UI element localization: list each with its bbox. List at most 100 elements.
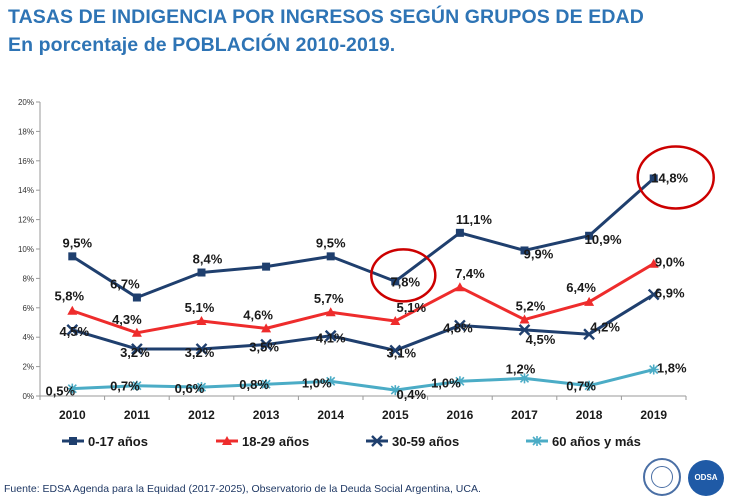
legend-label: 60 años y más — [552, 434, 641, 449]
data-label: 11,1% — [456, 212, 493, 227]
highlight-circle — [370, 248, 437, 303]
data-label: 7,8% — [390, 274, 420, 289]
y-tick-label: 14% — [18, 186, 34, 195]
legend-label: 18-29 años — [242, 434, 309, 449]
data-point — [131, 380, 142, 391]
data-point — [132, 293, 141, 302]
data-point — [324, 329, 337, 342]
data-point — [66, 324, 79, 336]
data-point — [68, 252, 77, 261]
data-point — [391, 277, 400, 286]
chart-title: TASAS DE INDIGENCIA POR INGRESOS SEGÚN G… — [8, 6, 644, 28]
data-label: 4,5% — [59, 324, 89, 339]
data-label: 0,4% — [396, 387, 426, 402]
data-label: 4,2% — [590, 319, 620, 334]
legend-label: 0-17 años — [88, 434, 148, 449]
x-tick-label: 2016 — [447, 408, 474, 422]
data-point — [519, 314, 530, 324]
x-tick-label: 2018 — [576, 408, 603, 422]
highlight-circle — [636, 145, 715, 210]
data-label: 9,5% — [62, 235, 92, 250]
data-label: 4,6% — [243, 307, 273, 322]
data-point — [390, 316, 401, 326]
y-tick-label: 20% — [18, 98, 34, 107]
x-tick-label: 2017 — [511, 408, 538, 422]
legend-label: 30-59 años — [392, 434, 459, 449]
data-point — [325, 307, 336, 317]
data-point — [648, 364, 659, 375]
legend-marker — [69, 437, 77, 445]
y-tick-label: 0% — [22, 392, 34, 401]
y-tick-label: 16% — [18, 157, 34, 166]
uca-seal-logo — [643, 458, 681, 496]
data-label: 5,1% — [396, 300, 426, 315]
data-label: 9,0% — [655, 255, 685, 270]
data-point — [261, 379, 272, 390]
data-point — [131, 343, 143, 355]
x-tick-label: 2019 — [640, 408, 667, 422]
data-label: 5,8% — [54, 289, 84, 304]
data-label: 0,5% — [45, 384, 75, 399]
y-tick-label: 12% — [18, 216, 34, 225]
data-label: 1,8% — [657, 361, 687, 376]
data-point — [584, 380, 595, 391]
data-label: 9,5% — [316, 235, 346, 250]
data-label: 14,8% — [651, 170, 688, 185]
x-tick-label: 2010 — [59, 408, 86, 422]
data-point — [260, 338, 272, 351]
data-label: 3,1% — [386, 345, 416, 360]
data-point — [131, 327, 142, 337]
data-point — [648, 258, 659, 268]
data-label: 8,4% — [193, 252, 223, 267]
data-point — [197, 268, 206, 277]
data-point — [454, 319, 466, 332]
data-label: 6,4% — [566, 280, 596, 295]
legend-marker — [222, 436, 232, 445]
data-point — [584, 296, 595, 306]
x-tick-label: 2011 — [124, 408, 150, 422]
data-point — [455, 228, 464, 237]
data-label: 3,2% — [120, 345, 150, 360]
data-label: 0,8% — [239, 377, 269, 392]
data-label: 4,3% — [112, 312, 142, 327]
data-point — [261, 323, 272, 333]
data-point — [196, 382, 207, 393]
data-point — [262, 262, 271, 271]
data-point — [67, 383, 78, 394]
data-point — [454, 376, 465, 387]
legend-marker — [532, 436, 542, 446]
data-point — [195, 343, 208, 355]
y-tick-label: 10% — [18, 245, 34, 254]
data-label: 7,4% — [455, 266, 485, 281]
data-point — [454, 282, 465, 292]
data-label: 4,5% — [526, 332, 556, 347]
data-point — [649, 174, 658, 183]
data-point — [325, 376, 336, 387]
data-label: 1,0% — [302, 375, 332, 390]
y-tick-label: 4% — [22, 333, 34, 342]
data-label: 4,1% — [316, 331, 346, 346]
data-label: 9,9% — [524, 246, 554, 261]
series-line — [71, 262, 655, 335]
legend-marker — [371, 435, 383, 447]
data-label: 5,2% — [516, 299, 546, 314]
data-point — [585, 231, 594, 240]
y-tick-label: 6% — [22, 304, 34, 313]
x-tick-label: 2014 — [317, 408, 344, 422]
data-point — [647, 288, 660, 301]
y-tick-label: 2% — [22, 363, 34, 372]
data-label: 6,7% — [110, 277, 140, 292]
data-point — [390, 385, 401, 396]
data-label: 1,2% — [506, 361, 536, 376]
data-point — [520, 246, 529, 255]
data-point — [326, 252, 335, 261]
source-note: Fuente: EDSA Agenda para la Equidad (201… — [4, 483, 481, 495]
series-line — [72, 368, 655, 392]
line-chart: 0% 2% 4% 6% 8% 10% 12% 14% 16% 18% 20% 2010 2011 2012… — [18, 98, 715, 449]
data-point — [583, 328, 595, 341]
data-label: 4,8% — [443, 320, 473, 335]
data-point — [196, 316, 207, 326]
data-point — [518, 324, 531, 336]
x-tick-label: 2015 — [382, 408, 409, 422]
data-label: 5,1% — [185, 300, 215, 315]
